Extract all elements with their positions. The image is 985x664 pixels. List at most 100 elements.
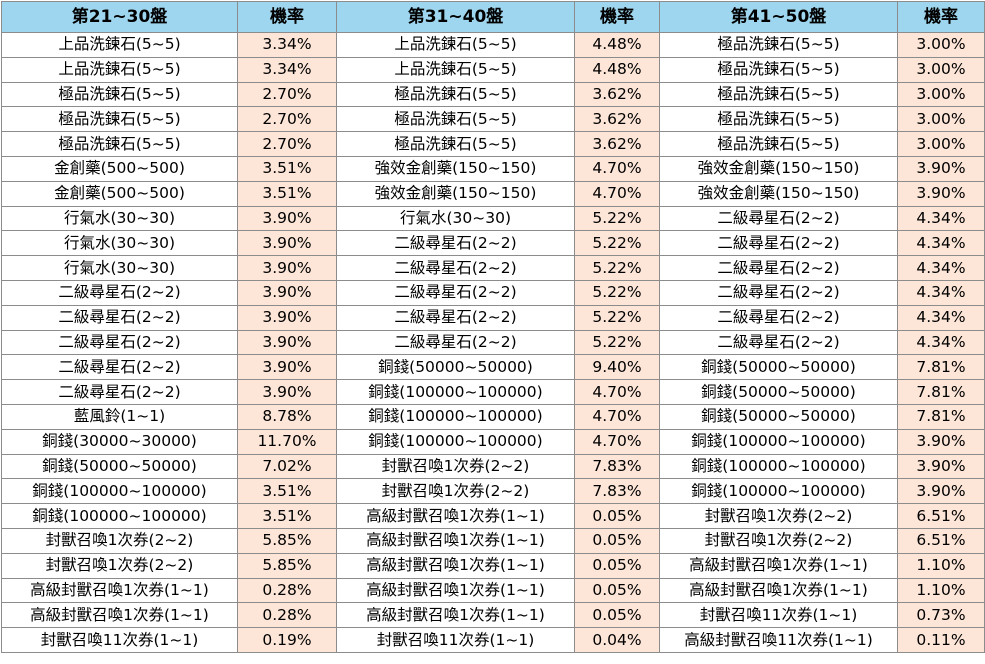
cell-rate-31-40: 7.83% [574,478,660,505]
cell-rate-41-50: 0.11% [897,627,985,653]
cell-item-21-30: 封獸召喚1次券(2~2) [1,552,238,579]
cell-item-31-40: 極品洗鍊石(5~5) [336,81,575,108]
cell-item-41-50: 二級尋星石(2~2) [659,230,898,257]
cell-item-41-50: 極品洗鍊石(5~5) [659,56,898,83]
cell-item-41-50: 高級封獸召喚11次券(1~1) [659,627,898,653]
cell-item-21-30: 銅錢(50000~50000) [1,453,238,480]
cell-rate-21-30: 7.02% [237,453,337,480]
cell-rate-41-50: 4.34% [897,279,985,306]
cell-item-21-30: 上品洗鍊石(5~5) [1,56,238,83]
cell-rate-21-30: 11.70% [237,428,337,455]
cell-item-41-50: 銅錢(100000~100000) [659,478,898,505]
cell-rate-31-40: 4.48% [574,32,660,58]
cell-rate-41-50: 4.34% [897,255,985,281]
cell-item-31-40: 銅錢(100000~100000) [336,403,575,430]
cell-item-21-30: 極品洗鍊石(5~5) [1,131,238,157]
cell-rate-31-40: 5.22% [574,304,660,331]
table-row: 銅錢(100000~100000) 3.51% 封獸召喚1次券(2~2) 7.83% 銅… [1,478,985,505]
cell-item-41-50: 極品洗鍊石(5~5) [659,32,898,58]
cell-item-41-50: 銅錢(50000~50000) [659,403,898,430]
cell-item-41-50: 極品洗鍊石(5~5) [659,131,898,157]
cell-rate-21-30: 3.51% [237,478,337,505]
cell-item-31-40: 封獸召喚1次券(2~2) [336,478,575,505]
cell-item-21-30: 封獸召喚11次券(1~1) [1,627,238,653]
cell-item-41-50: 極品洗鍊石(5~5) [659,106,898,133]
cell-rate-21-30: 2.70% [237,131,337,157]
cell-rate-41-50: 3.00% [897,106,985,133]
header-rate-21-30: 機率 [237,1,337,33]
table-row: 金創藥(500~500) 3.51% 強效金創藥(150~150) 4.70% 強效金創… [1,180,985,207]
cell-rate-41-50: 4.34% [897,304,985,331]
cell-item-21-30: 銅錢(100000~100000) [1,503,238,529]
cell-item-21-30: 二級尋星石(2~2) [1,279,238,306]
table-row: 二級尋星石(2~2) 3.90% 二級尋星石(2~2) 5.22% 二級尋星石(2~2)… [1,304,985,331]
table-body: 上品洗鍊石(5~5) 3.34% 上品洗鍊石(5~5) 4.48% 極品洗鍊石(5~5)… [1,32,985,653]
table-row: 上品洗鍊石(5~5) 3.34% 上品洗鍊石(5~5) 4.48% 極品洗鍊石(5~5)… [1,56,985,83]
cell-rate-31-40: 5.22% [574,205,660,232]
cell-rate-31-40: 0.05% [574,527,660,554]
cell-rate-21-30: 3.90% [237,304,337,331]
header-rate-31-40: 機率 [574,1,660,33]
cell-rate-31-40: 4.70% [574,403,660,430]
cell-rate-31-40: 3.62% [574,131,660,157]
cell-item-31-40: 封獸召喚1次券(2~2) [336,453,575,480]
table-row: 銅錢(100000~100000) 3.51% 高級封獸召喚1次券(1~1) 0.05… [1,503,985,529]
cell-item-21-30: 二級尋星石(2~2) [1,354,238,381]
cell-rate-21-30: 3.51% [237,155,337,182]
table-row: 封獸召喚11次券(1~1) 0.19% 封獸召喚11次券(1~1) 0.04% 高級封獸… [1,627,985,653]
cell-rate-31-40: 4.70% [574,155,660,182]
cell-rate-21-30: 3.51% [237,180,337,207]
cell-item-31-40: 二級尋星石(2~2) [336,230,575,257]
cell-rate-21-30: 3.90% [237,255,337,281]
cell-rate-21-30: 3.51% [237,503,337,529]
cell-item-21-30: 金創藥(500~500) [1,155,238,182]
cell-rate-41-50: 3.90% [897,478,985,505]
cell-rate-41-50: 3.00% [897,56,985,83]
cell-rate-21-30: 3.90% [237,354,337,381]
cell-item-31-40: 高級封獸召喚1次券(1~1) [336,527,575,554]
cell-item-21-30: 二級尋星石(2~2) [1,379,238,405]
cell-item-41-50: 二級尋星石(2~2) [659,329,898,356]
cell-item-21-30: 極品洗鍊石(5~5) [1,81,238,108]
table-row: 極品洗鍊石(5~5) 2.70% 極品洗鍊石(5~5) 3.62% 極品洗鍊石(5~5)… [1,81,985,108]
table-row: 藍風鈴(1~1) 8.78% 銅錢(100000~100000) 4.70% 銅錢(50… [1,403,985,430]
cell-item-41-50: 二級尋星石(2~2) [659,255,898,281]
table-row: 高級封獸召喚1次券(1~1) 0.28% 高級封獸召喚1次券(1~1) 0.05% 封獸… [1,602,985,629]
cell-rate-31-40: 0.05% [574,552,660,579]
cell-rate-21-30: 3.34% [237,56,337,83]
table-row: 上品洗鍊石(5~5) 3.34% 上品洗鍊石(5~5) 4.48% 極品洗鍊石(5~5)… [1,32,985,58]
cell-rate-41-50: 3.00% [897,81,985,108]
cell-item-21-30: 銅錢(100000~100000) [1,478,238,505]
cell-rate-41-50: 3.00% [897,32,985,58]
cell-item-41-50: 銅錢(100000~100000) [659,453,898,480]
cell-rate-31-40: 7.83% [574,453,660,480]
cell-rate-21-30: 3.90% [237,329,337,356]
cell-item-31-40: 銅錢(50000~50000) [336,354,575,381]
cell-item-21-30: 行氣水(30~30) [1,205,238,232]
cell-rate-21-30: 2.70% [237,106,337,133]
cell-rate-41-50: 1.10% [897,552,985,579]
table-row: 二級尋星石(2~2) 3.90% 銅錢(100000~100000) 4.70% 銅錢(… [1,379,985,405]
cell-rate-21-30: 3.90% [237,379,337,405]
header-item-41-50: 第41~50盤 [659,1,898,33]
cell-rate-31-40: 5.22% [574,329,660,356]
cell-rate-31-40: 4.70% [574,428,660,455]
cell-item-41-50: 二級尋星石(2~2) [659,304,898,331]
cell-item-21-30: 封獸召喚1次券(2~2) [1,527,238,554]
cell-item-41-50: 封獸召喚1次券(2~2) [659,527,898,554]
cell-rate-21-30: 2.70% [237,81,337,108]
cell-rate-41-50: 0.73% [897,602,985,629]
cell-rate-31-40: 5.22% [574,230,660,257]
cell-rate-21-30: 0.28% [237,602,337,629]
cell-rate-41-50: 3.90% [897,453,985,480]
header-item-21-30: 第21~30盤 [1,1,238,33]
header-item-31-40: 第31~40盤 [336,1,575,33]
cell-rate-41-50: 7.81% [897,403,985,430]
cell-rate-41-50: 7.81% [897,354,985,381]
table-row: 極品洗鍊石(5~5) 2.70% 極品洗鍊石(5~5) 3.62% 極品洗鍊石(5~5)… [1,106,985,133]
cell-rate-41-50: 7.81% [897,379,985,405]
cell-item-31-40: 上品洗鍊石(5~5) [336,56,575,83]
cell-item-41-50: 極品洗鍊石(5~5) [659,81,898,108]
cell-rate-31-40: 5.22% [574,255,660,281]
cell-rate-21-30: 0.19% [237,627,337,653]
